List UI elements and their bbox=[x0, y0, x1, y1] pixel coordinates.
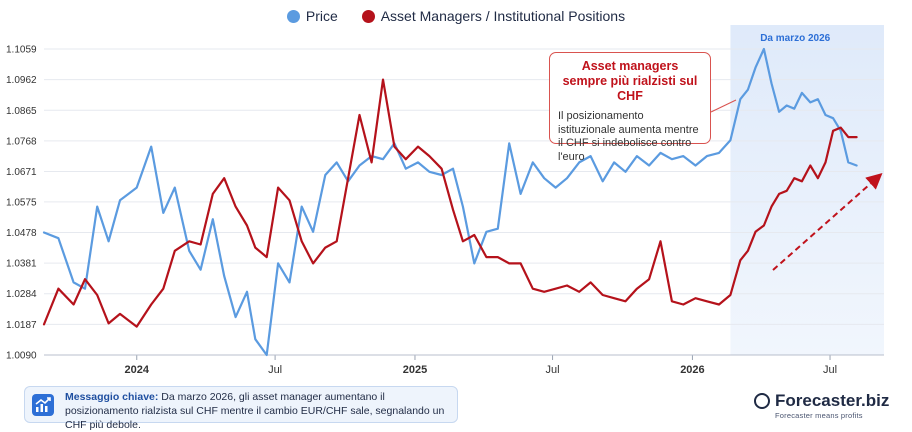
brand-name: Forecaster.biz bbox=[775, 391, 890, 410]
chart-trend-icon bbox=[32, 394, 54, 416]
forecaster-logo-icon bbox=[754, 393, 770, 409]
legend-dot-positions bbox=[361, 9, 375, 23]
brand-tagline: Forecaster means profits bbox=[775, 411, 863, 420]
y-tick-label: 1.0671 bbox=[6, 167, 37, 178]
y-tick-label: 1.0478 bbox=[6, 228, 37, 239]
legend-label-positions: Asset Managers / Institutional Positions bbox=[380, 8, 626, 24]
key-message-body: Da marzo 2026, gli asset manager aumenta… bbox=[65, 391, 445, 431]
y-tick-label: 1.1059 bbox=[6, 45, 37, 56]
highlight-label: Da marzo 2026 bbox=[760, 33, 830, 44]
x-tick-label: 2026 bbox=[680, 364, 704, 376]
legend-item-price[interactable]: Price bbox=[286, 8, 338, 24]
y-tick-label: 1.0575 bbox=[6, 197, 37, 208]
x-tick-label: Jul bbox=[823, 364, 837, 376]
callout-connector bbox=[710, 99, 737, 113]
y-tick-label: 1.0381 bbox=[6, 259, 37, 270]
y-tick-label: 1.0865 bbox=[6, 106, 37, 117]
callout-title-line1: Asset managers bbox=[581, 59, 679, 73]
x-tick-label: Jul bbox=[546, 364, 560, 376]
x-tick-label: 2024 bbox=[124, 364, 149, 376]
y-tick-label: 1.0284 bbox=[6, 289, 37, 300]
x-tick-label: 2025 bbox=[403, 364, 427, 376]
positions-series-line[interactable] bbox=[42, 78, 858, 328]
y-tick-label: 1.0962 bbox=[6, 75, 37, 86]
chart-legend: Price Asset Managers / Institutional Pos… bbox=[0, 8, 912, 26]
brand-logo: Forecaster.biz Forecaster means profits bbox=[754, 391, 904, 423]
callout-body: Il posizionamento istituzionale aumenta … bbox=[558, 110, 699, 163]
legend-label-price: Price bbox=[305, 8, 338, 24]
annotation-callout: Asset managers sempre più rialzisti sul … bbox=[549, 52, 711, 163]
legend-item-positions[interactable]: Asset Managers / Institutional Positions bbox=[361, 8, 626, 24]
y-tick-label: 1.0090 bbox=[6, 351, 37, 362]
trend-arrow bbox=[772, 173, 883, 271]
x-tick-label: Jul bbox=[268, 364, 282, 376]
price-series-line[interactable] bbox=[42, 47, 858, 357]
legend-dot-price bbox=[286, 9, 300, 23]
key-message-label: Messaggio chiave: bbox=[65, 391, 159, 403]
key-message-box: Messaggio chiave: Da marzo 2026, gli ass… bbox=[24, 386, 458, 431]
key-message-text: Messaggio chiave: Da marzo 2026, gli ass… bbox=[65, 390, 453, 432]
y-tick-label: 1.0187 bbox=[6, 320, 37, 331]
y-tick-label: 1.0768 bbox=[6, 136, 37, 147]
callout-title-line2: sempre più rialzisti sul CHF bbox=[562, 74, 698, 103]
